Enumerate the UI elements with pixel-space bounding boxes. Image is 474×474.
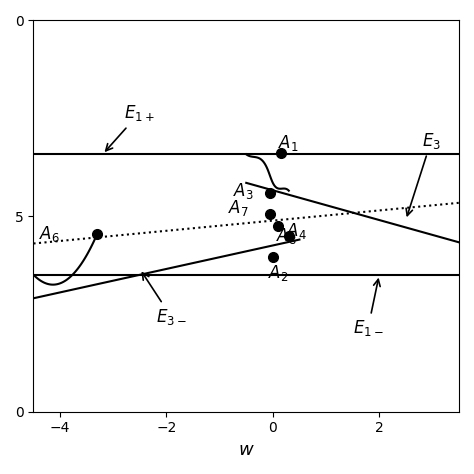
Text: $E_{3-}$: $E_{3-}$ xyxy=(142,273,186,327)
Text: $A_{6}$: $A_{6}$ xyxy=(39,224,60,244)
Text: $A_{8}$: $A_{8}$ xyxy=(276,226,297,246)
Text: $E_{1+}$: $E_{1+}$ xyxy=(106,103,155,151)
Text: $E_{1-}$: $E_{1-}$ xyxy=(353,279,383,338)
Text: $E_3$: $E_3$ xyxy=(406,131,441,216)
Text: $A_{7}$: $A_{7}$ xyxy=(228,198,249,219)
Text: $A_{2}$: $A_{2}$ xyxy=(268,263,288,283)
Text: $A_{1}$: $A_{1}$ xyxy=(278,133,299,153)
X-axis label: w: w xyxy=(239,441,254,459)
Text: $A_{4}$: $A_{4}$ xyxy=(286,220,307,241)
Text: $A_{3}$: $A_{3}$ xyxy=(233,181,254,201)
